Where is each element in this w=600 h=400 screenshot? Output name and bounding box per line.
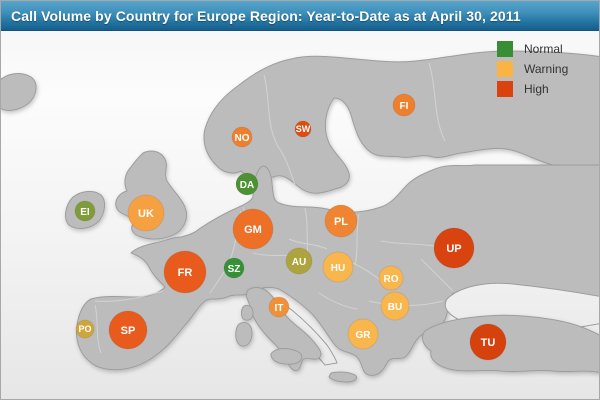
title-bar: Call Volume by Country for Europe Region…: [1, 1, 599, 31]
legend-swatch-warning: [497, 61, 513, 77]
bubble-TU[interactable]: TU: [469, 323, 507, 361]
legend-item-high: High: [497, 81, 568, 97]
widget-title: Call Volume by Country for Europe Region…: [11, 7, 521, 24]
bubble-FI[interactable]: FI: [392, 93, 416, 117]
legend-swatch-high: [497, 81, 513, 97]
bubble-FR[interactable]: FR: [163, 250, 207, 294]
bubble-UP[interactable]: UP: [433, 227, 475, 269]
bubble-UK[interactable]: UK: [127, 194, 165, 232]
bubble-SW[interactable]: SW: [294, 120, 312, 138]
land-turkey: [422, 314, 599, 373]
bubble-AU[interactable]: AU: [285, 247, 313, 275]
country-borders: [94, 62, 454, 354]
bubble-DA[interactable]: DA: [235, 172, 259, 196]
legend: Normal Warning High: [497, 41, 568, 101]
bubble-HU[interactable]: HU: [322, 251, 354, 283]
land-iceland: [1, 73, 37, 111]
legend-item-normal: Normal: [497, 41, 568, 57]
bubble-EI[interactable]: EI: [74, 200, 96, 222]
land-crete: [328, 371, 358, 383]
legend-label-high: High: [524, 82, 549, 96]
bubble-BU[interactable]: BU: [380, 291, 410, 321]
legend-swatch-normal: [497, 41, 513, 57]
bubble-PL[interactable]: PL: [324, 204, 358, 238]
land-corsica: [241, 304, 254, 321]
land-sicily: [270, 348, 303, 365]
bubble-SZ[interactable]: SZ: [223, 257, 245, 279]
legend-label-warning: Warning: [524, 62, 569, 76]
legend-label-normal: Normal: [524, 42, 563, 56]
bubble-NO[interactable]: NO: [231, 126, 253, 148]
bubble-GM[interactable]: GM: [232, 208, 274, 250]
legend-item-warning: Warning: [497, 61, 568, 77]
bubble-GR[interactable]: GR: [347, 318, 379, 350]
bubble-SP[interactable]: SP: [108, 310, 148, 350]
land-sardinia: [235, 322, 253, 347]
bubble-PO[interactable]: PO: [75, 319, 95, 339]
bubble-RO[interactable]: RO: [378, 265, 404, 291]
bubble-IT[interactable]: IT: [268, 296, 290, 318]
land-group-south: [235, 287, 599, 383]
